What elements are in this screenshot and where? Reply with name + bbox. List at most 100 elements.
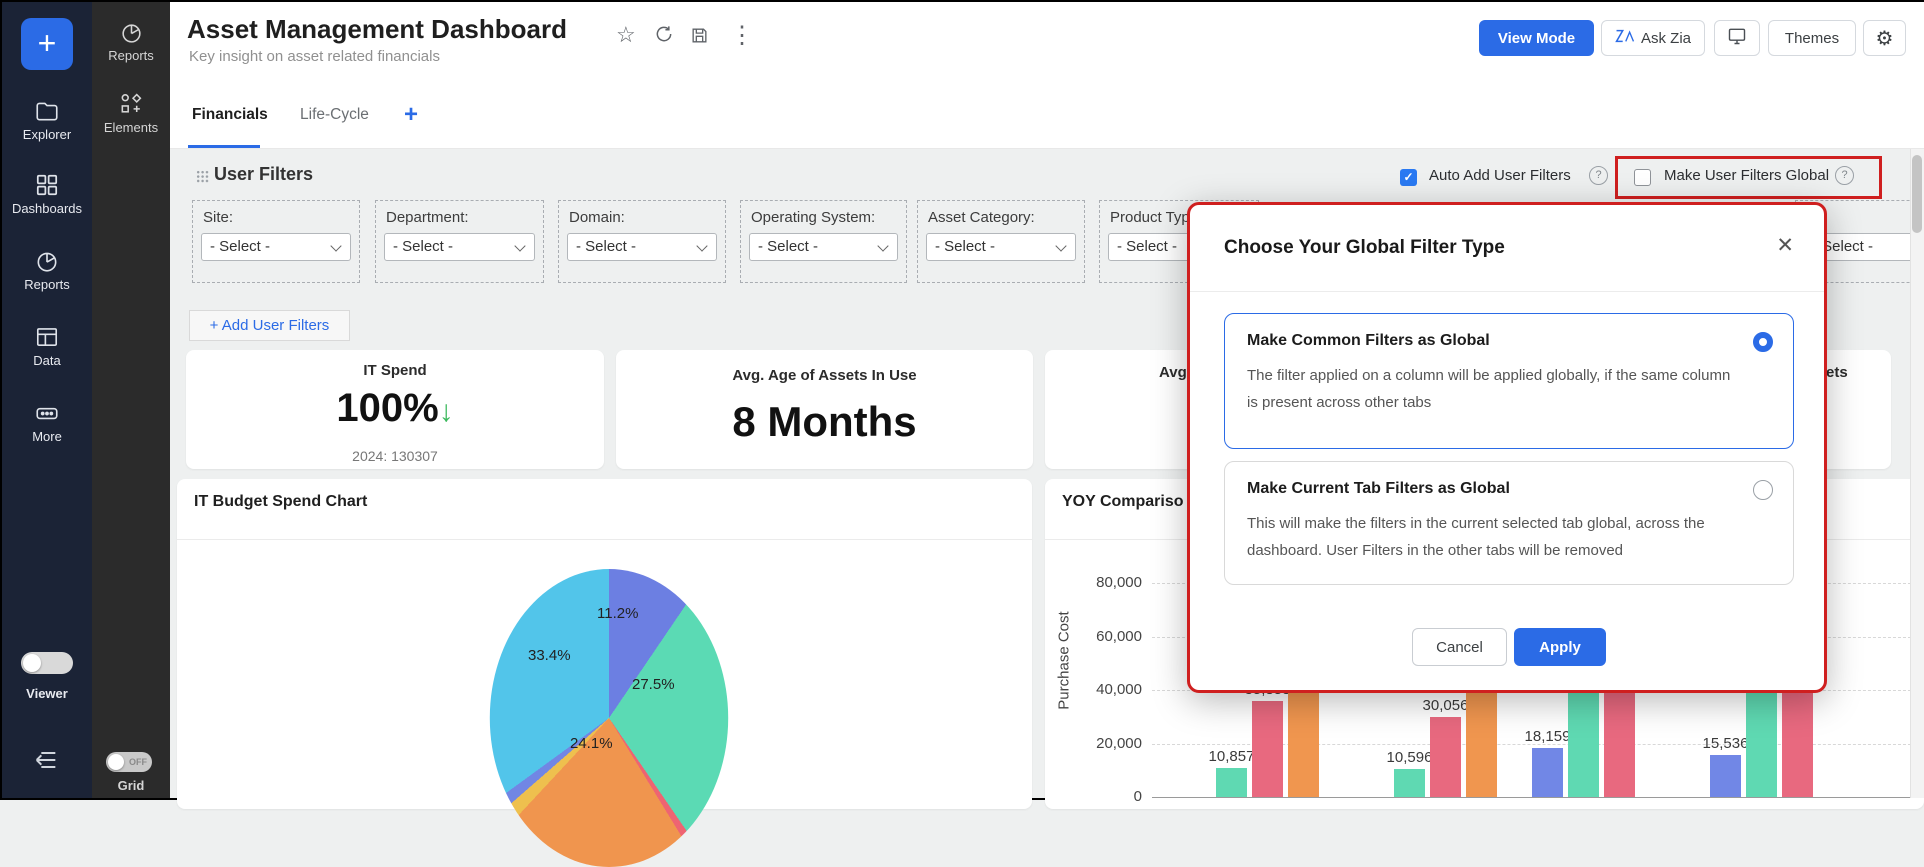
collapse-sidebar-icon[interactable] <box>32 746 60 779</box>
kebab-menu-icon[interactable]: ⋮ <box>730 22 754 49</box>
filter-select[interactable]: - Select - <box>926 233 1076 261</box>
viewer-toggle[interactable] <box>21 652 73 674</box>
viewer-toggle-label: Viewer <box>26 686 68 701</box>
sidebar-item-label: Explorer <box>22 127 72 142</box>
favorite-star-icon[interactable]: ☆ <box>616 22 636 47</box>
bar-value-label: 18,159 <box>1524 728 1571 746</box>
view-mode-button[interactable]: View Mode <box>1479 20 1594 56</box>
bar <box>1604 681 1635 797</box>
themes-button[interactable]: Themes <box>1768 20 1856 56</box>
settings-gear-button[interactable]: ⚙ <box>1863 20 1906 56</box>
bar <box>1394 768 1425 797</box>
divider <box>1190 291 1824 292</box>
create-button[interactable]: + <box>21 18 73 70</box>
sidebar-item-data[interactable]: Data <box>2 324 92 368</box>
add-user-filters-link[interactable]: + Add User Filters <box>189 310 350 341</box>
y-tick-label: 60,000 <box>1096 627 1142 645</box>
bar <box>1532 748 1563 797</box>
rail-item-elements[interactable]: Elements <box>92 92 170 135</box>
bar <box>1710 755 1741 797</box>
chevron-down-icon <box>330 240 342 252</box>
apply-button[interactable]: Apply <box>1514 628 1606 666</box>
drag-handle-icon[interactable] <box>196 170 209 183</box>
filter-label: Site: <box>203 209 234 226</box>
sidebar-item-label: Dashboards <box>11 201 83 216</box>
ask-zia-label: Ask Zia <box>1640 29 1691 47</box>
save-icon[interactable] <box>690 25 709 51</box>
add-tab-button[interactable]: + <box>404 101 419 128</box>
filter-select[interactable]: - Select - <box>749 233 898 261</box>
kpi-card-it-spend: IT Spend 100%↓ 2024: 130307 <box>186 350 604 469</box>
grid-toggle-state: OFF <box>129 757 147 767</box>
tab-life-cycle[interactable]: Life-Cycle <box>300 106 369 123</box>
present-monitor-button[interactable] <box>1714 20 1760 56</box>
page-subtitle: Key insight on asset related financials <box>189 48 440 65</box>
make-global-label: Make User Filters Global <box>1664 167 1830 184</box>
kpi-title: IT Spend <box>363 362 427 379</box>
sidebar-item-more[interactable]: More <box>2 400 92 444</box>
refresh-icon[interactable] <box>654 24 674 50</box>
rail-item-label: Elements <box>103 120 159 135</box>
filter-box-domain: Domain: - Select - <box>558 200 726 283</box>
bar <box>1216 767 1247 797</box>
filter-label: Department: <box>386 209 469 226</box>
chevron-down-icon <box>696 240 708 252</box>
scrollbar-track[interactable] <box>1910 149 1924 798</box>
kpi-title-fragment: ets <box>1826 364 1848 381</box>
chevron-down-icon <box>514 240 526 252</box>
x-axis-line <box>1152 797 1916 798</box>
rail-item-reports[interactable]: Reports <box>92 20 170 63</box>
primary-sidebar: + Explorer Dashboards Reports Data More … <box>2 2 92 798</box>
option-common-filters-global[interactable]: Make Common Filters as Global The filter… <box>1224 313 1794 449</box>
sidebar-item-label: Reports <box>24 277 70 292</box>
filter-box-asset-category: Asset Category: - Select - <box>917 200 1085 283</box>
filter-select[interactable]: - Select - <box>384 233 535 261</box>
sidebar-item-dashboards[interactable]: Dashboards <box>2 172 92 216</box>
tab-financials[interactable]: Financials <box>192 106 268 123</box>
kpi-title: Avg. Age of Assets In Use <box>732 367 917 384</box>
kpi-card-avg-age: Avg. Age of Assets In Use 8 Months <box>616 350 1033 469</box>
kpi-title-fragment: Avg <box>1159 364 1187 381</box>
bar <box>1466 673 1497 797</box>
grid-toggle[interactable]: OFF <box>106 752 152 772</box>
filter-label: Asset Category: <box>928 209 1035 226</box>
option-description: This will make the filters in the curren… <box>1247 515 1705 559</box>
close-icon[interactable]: ✕ <box>1776 234 1794 257</box>
gear-icon: ⚙ <box>1875 27 1894 50</box>
filter-box-department: Department: - Select - <box>375 200 544 283</box>
bar-value-label: 15,536 <box>1702 735 1749 753</box>
global-filter-type-dialog: Choose Your Global Filter Type ✕ Make Co… <box>1187 202 1827 693</box>
active-tab-underline <box>188 145 260 148</box>
pie-slice-label: 27.5% <box>632 676 675 693</box>
y-tick-label: 20,000 <box>1096 734 1142 752</box>
trend-down-arrow-icon: ↓ <box>438 395 454 428</box>
option-current-tab-filters-global[interactable]: Make Current Tab Filters as Global This … <box>1224 461 1794 585</box>
bar <box>1252 701 1283 797</box>
chevron-down-icon <box>877 240 889 252</box>
scrollbar-thumb[interactable] <box>1912 155 1922 233</box>
folder-icon <box>34 98 60 127</box>
cancel-button[interactable]: Cancel <box>1412 628 1507 666</box>
help-icon[interactable]: ? <box>1835 166 1854 185</box>
bar-chart-plot: 020,00040,00060,00080,00010,85735,85810,… <box>1045 479 1924 809</box>
bar-value-label: 30,056 <box>1422 696 1469 714</box>
help-icon[interactable]: ? <box>1589 166 1608 185</box>
make-global-checkbox[interactable] <box>1634 169 1651 186</box>
secondary-rail: Reports Elements OFF Grid <box>92 2 170 798</box>
grid-toggle-label: Grid <box>117 778 145 793</box>
filter-select[interactable]: - Select - <box>567 233 717 261</box>
radio-unselected[interactable] <box>1753 480 1773 500</box>
radio-selected[interactable] <box>1753 332 1773 352</box>
option-description: The filter applied on a column will be a… <box>1247 367 1731 411</box>
auto-add-filters-checkbox[interactable]: ✓ <box>1400 169 1417 186</box>
ask-zia-button[interactable]: Ask Zia <box>1601 20 1705 56</box>
bar <box>1568 687 1599 797</box>
pie-report-icon <box>34 248 60 277</box>
tabs-bar <box>170 97 1924 149</box>
sidebar-item-reports[interactable]: Reports <box>2 248 92 292</box>
y-tick-label: 80,000 <box>1096 574 1142 591</box>
bar <box>1782 681 1813 797</box>
pie-report-icon <box>119 20 144 48</box>
filter-select[interactable]: - Select - <box>201 233 351 261</box>
sidebar-item-explorer[interactable]: Explorer <box>2 98 92 142</box>
